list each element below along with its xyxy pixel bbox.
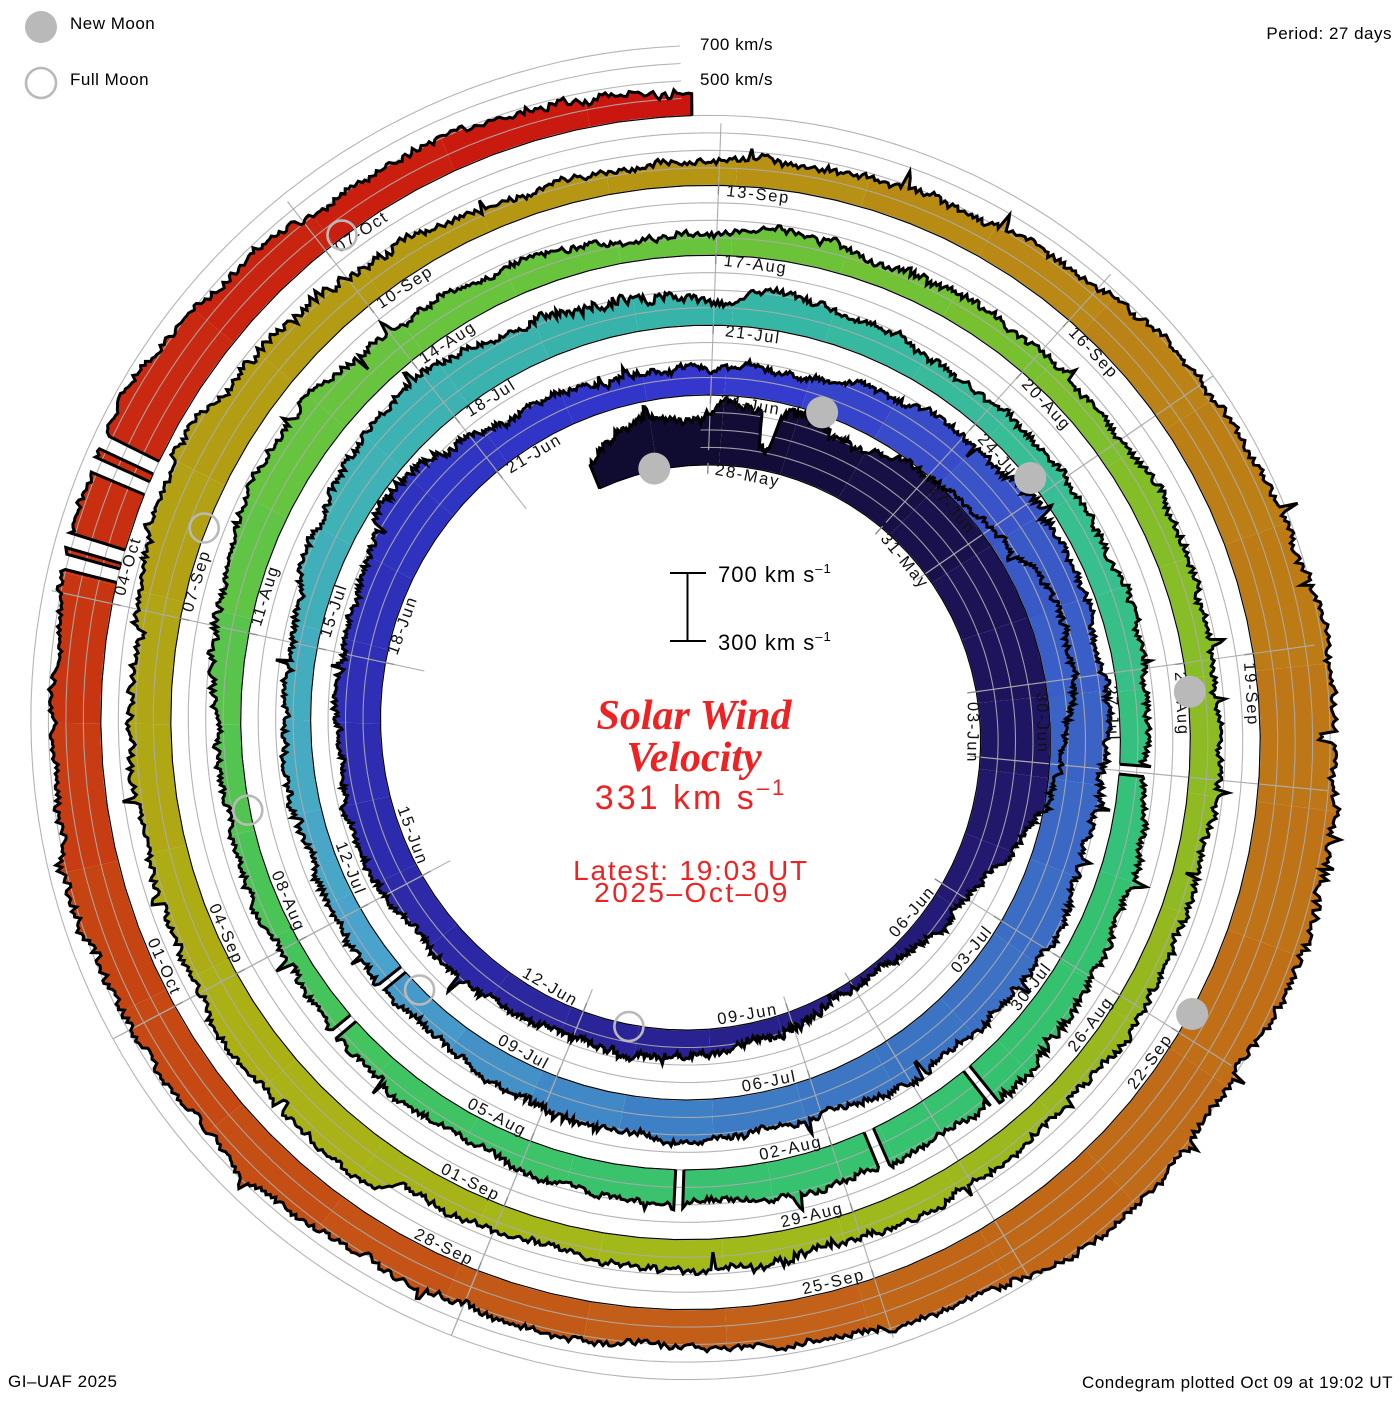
svg-text:Solar Wind: Solar Wind	[597, 693, 793, 739]
svg-text:03-Jun: 03-Jun	[963, 702, 982, 763]
svg-text:500 km/s: 500 km/s	[700, 70, 773, 89]
svg-text:Full Moon: Full Moon	[70, 70, 149, 89]
svg-text:Period: 27 days: Period: 27 days	[1266, 24, 1392, 43]
svg-text:Condegram plotted Oct 09 at 19: Condegram plotted Oct 09 at 19:02 UT	[1082, 1373, 1393, 1392]
svg-text:2025–Oct–09: 2025–Oct–09	[594, 877, 790, 908]
svg-text:GI–UAF 2025: GI–UAF 2025	[8, 1372, 117, 1391]
svg-text:Velocity: Velocity	[626, 735, 762, 781]
svg-text:700 km/s: 700 km/s	[700, 35, 773, 54]
svg-text:700 km s–1: 700 km s–1	[718, 561, 832, 587]
svg-text:30-Jun: 30-Jun	[1033, 692, 1052, 754]
svg-text:300 km s–1: 300 km s–1	[718, 629, 832, 655]
svg-text:27-Jul: 27-Jul	[1102, 685, 1122, 741]
svg-text:New Moon: New Moon	[70, 14, 155, 33]
